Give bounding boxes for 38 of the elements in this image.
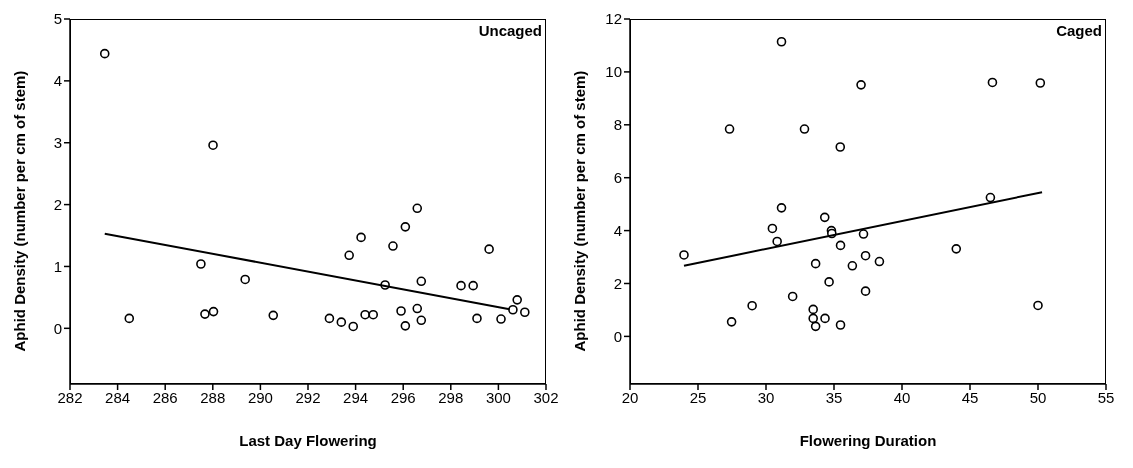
annotation: Caged	[1056, 22, 1102, 39]
x-tick-label: 292	[295, 388, 321, 406]
y-tick-label: 6	[613, 169, 622, 187]
x-tick-label: 45	[961, 388, 979, 406]
x-tick-label: 284	[105, 388, 131, 406]
y-tick-label: 2	[613, 274, 622, 292]
y-tick-label: 8	[613, 116, 622, 134]
y-tick-label: 10	[605, 63, 622, 81]
annotation: Uncaged	[478, 22, 542, 39]
x-axis-title: Flowering Duration	[799, 432, 937, 449]
x-tick-label: 25	[689, 388, 707, 406]
y-tick-label: 4	[613, 221, 622, 239]
y-tick-label: 2	[53, 195, 62, 213]
x-axis-title: Last Day Flowering	[239, 432, 377, 449]
y-tick-label: 3	[53, 134, 62, 152]
x-tick-label: 286	[152, 388, 178, 406]
x-tick-label: 302	[533, 388, 559, 406]
x-tick-label: 40	[893, 388, 911, 406]
x-tick-label: 298	[438, 388, 464, 406]
y-tick-label: 4	[53, 72, 62, 90]
y-tick-label: 12	[605, 10, 622, 28]
x-tick-label: 288	[200, 388, 226, 406]
y-axis-title: Aphid Density (number per cm of stem)	[571, 70, 589, 352]
x-tick-label: 20	[621, 388, 639, 406]
y-axis-title: Aphid Density (number per cm of stem)	[11, 70, 29, 352]
x-tick-label: 282	[57, 388, 83, 406]
x-tick-label: 35	[825, 388, 843, 406]
x-tick-label: 296	[390, 388, 416, 406]
y-tick-label: 0	[613, 327, 622, 345]
x-tick-label: 30	[757, 388, 775, 406]
y-tick-label: 0	[53, 319, 62, 337]
y-tick-label: 5	[53, 10, 62, 28]
x-tick-label: 290	[247, 388, 273, 406]
x-tick-label: 50	[1029, 388, 1047, 406]
y-tick-label: 1	[53, 257, 62, 275]
x-tick-label: 55	[1097, 388, 1115, 406]
x-tick-label: 300	[485, 388, 511, 406]
x-tick-label: 294	[343, 388, 369, 406]
